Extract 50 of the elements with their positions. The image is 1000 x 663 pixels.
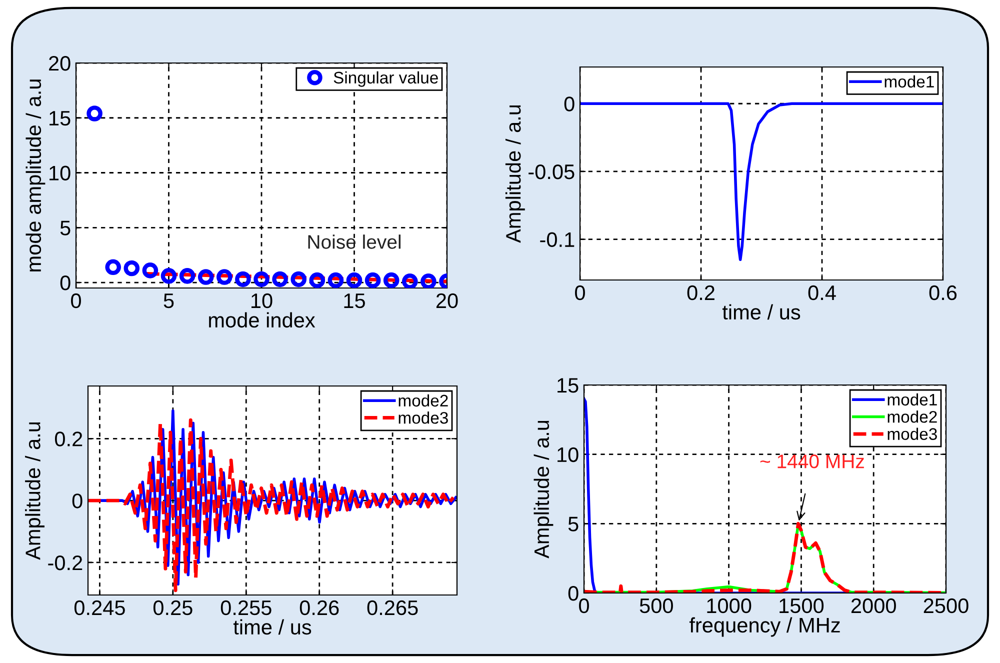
legend-label: mode2 [888,410,937,423]
x-axis-title: time / us [233,619,312,635]
x-tick-label: 0 [579,598,589,614]
y-axis-title: Amplitude / a.u [25,422,44,560]
y-tick-label: -0.1 [540,232,574,248]
y-tick-label: 10 [50,166,70,181]
x-tick-label: 15 [344,294,365,308]
y-tick-label: 10 [558,447,578,462]
x-tick-label: 0.26 [300,600,339,616]
y-tick-label: -0.05 [528,164,574,180]
y-tick-label: 0 [564,96,574,112]
x-axis-title: mode index [209,312,316,328]
y-tick-label: 5 [60,220,70,236]
x-tick-label: 0.245 [74,600,125,616]
x-tick-label: 2500 [924,598,968,614]
y-tick-label: 15 [558,378,578,393]
y-tick-label: 15 [50,111,70,126]
legend-label: mode1 [884,75,934,88]
x-tick-label: 0.2 [687,285,714,300]
x-tick-label: 10 [252,293,272,308]
annotation: Noise level [308,234,401,249]
legend-label: mode1 [888,393,937,406]
y-tick-label: -0.2 [48,555,82,570]
y-axis-title: Amplitude / a.u [534,420,554,558]
legend-label: mode3 [888,428,937,440]
x-tick-label: 0.255 [220,600,272,616]
y-tick-label: 0 [60,276,70,290]
x-tick-label: 500 [640,598,673,614]
x-tick-label: 1500 [780,598,824,614]
y-axis-title: mode amplitude / a.u [26,80,46,272]
annotation: ~ 1440 MHz [760,454,864,468]
x-axis-title: time / us [722,304,800,320]
x-tick-label: 1000 [707,598,752,614]
x-tick-label: 0.265 [367,600,418,616]
legend-label: Singular value [334,71,438,87]
x-axis-title: frequency / MHz [689,617,840,637]
y-tick-label: 0.2 [54,432,82,446]
x-tick-label: 0.6 [929,285,957,300]
x-tick-label: 0.25 [153,600,192,616]
y-axis-title: Amplitude / a.u [505,105,525,243]
legend-label: mode3 [398,412,448,424]
x-tick-label: 5 [164,294,174,308]
y-tick-label: 5 [568,516,578,532]
x-tick-label: 20 [436,293,458,308]
legend-label: mode2 [398,394,448,407]
y-tick-label: 0 [568,586,578,601]
y-tick-label: 20 [49,56,70,71]
x-tick-label: 2000 [851,598,896,614]
y-tick-label: 0 [72,494,82,508]
x-tick-label: 0.4 [808,285,836,300]
